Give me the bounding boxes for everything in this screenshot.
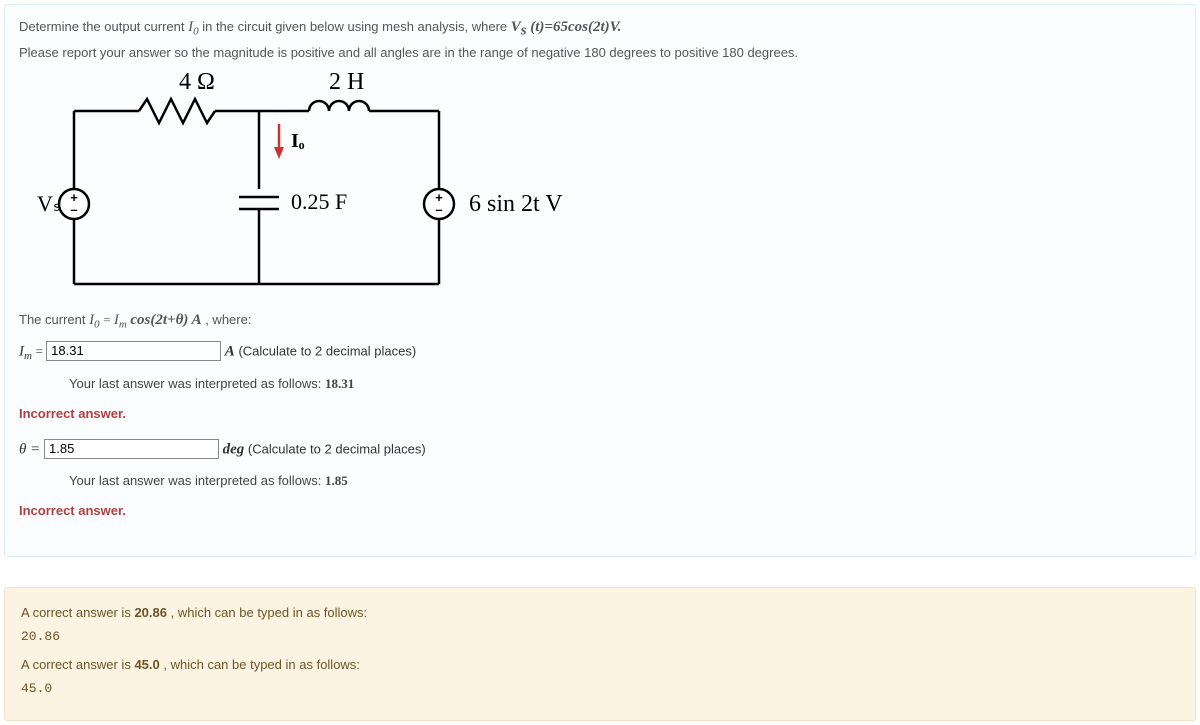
- inductor-icon: [309, 101, 369, 111]
- theta-interp: Your last answer was interpreted as foll…: [59, 467, 1181, 495]
- im-eq: =: [36, 343, 47, 358]
- im-row: Im = A (Calculate to 2 decimal places): [19, 341, 1181, 362]
- im-interp: Your last answer was interpreted as foll…: [59, 370, 1181, 398]
- cd-suffix: , where:: [205, 312, 251, 327]
- theta-incorrect: Incorrect answer.: [19, 503, 1181, 518]
- capacitor-label: 0.25 F: [291, 189, 347, 214]
- vs-minus: –: [70, 202, 77, 217]
- theta-interp-prefix: Your last answer was interpreted as foll…: [69, 473, 325, 488]
- ca2-b: , which can be typed in as follows:: [163, 657, 360, 672]
- q-vs-var: V: [511, 19, 521, 35]
- cd-eq: =: [103, 312, 114, 327]
- q-vs-sub: s: [521, 23, 527, 39]
- io-label: Iₒ: [291, 130, 305, 152]
- theta-label: θ =: [19, 441, 44, 457]
- resistor-icon: [139, 99, 215, 123]
- im-input[interactable]: [46, 341, 221, 361]
- question-text: Determine the output current I0 in the c…: [19, 15, 1181, 63]
- im-incorrect: Incorrect answer.: [19, 406, 1181, 421]
- cd-prefix: The current: [19, 312, 89, 327]
- v2-minus: –: [435, 202, 442, 217]
- q-vs-expr: (t)=65cos(2t)V.: [530, 19, 621, 35]
- inductor-label: 2 H: [329, 69, 364, 95]
- theta-unit: deg: [223, 441, 245, 457]
- q-line1-b: in the circuit given below using mesh an…: [202, 19, 511, 34]
- resistor-label: 4 Ω: [179, 69, 215, 95]
- v2-label: 6 sin 2t V: [469, 191, 563, 217]
- question-panel: Determine the output current I0 in the c…: [4, 4, 1196, 557]
- q-line2: Please report your answer so the magnitu…: [19, 45, 798, 60]
- im-interp-prefix: Your last answer was interpreted as foll…: [69, 376, 325, 391]
- circuit-svg: 4 Ω 2 H + – Vₛ Iₒ: [19, 69, 639, 299]
- im-unit: A: [225, 343, 235, 359]
- im-label-sub: m: [24, 350, 32, 362]
- ca2-typed: 45.0: [21, 678, 1179, 700]
- cd-im-sub: m: [119, 319, 127, 331]
- cd-expr: cos(2t+θ) A: [130, 312, 201, 328]
- ca1-v: 20.86: [134, 605, 167, 620]
- io-arrow-head: [274, 147, 284, 159]
- circuit-diagram: 4 Ω 2 H + – Vₛ Iₒ: [19, 69, 1181, 302]
- cd-io-sub: 0: [94, 319, 100, 331]
- theta-hint: (Calculate to 2 decimal places): [248, 441, 426, 456]
- theta-interp-val: 1.85: [325, 473, 348, 488]
- ca1-b: , which can be typed in as follows:: [171, 605, 368, 620]
- theta-input[interactable]: [44, 439, 219, 459]
- ca1-a: A correct answer is: [21, 605, 134, 620]
- ca2-v: 45.0: [134, 657, 159, 672]
- ca2-a: A correct answer is: [21, 657, 134, 672]
- correct-answer-panel: A correct answer is 20.86 , which can be…: [4, 587, 1196, 721]
- im-hint: (Calculate to 2 decimal places): [238, 343, 416, 358]
- q-io-sub: 0: [193, 26, 199, 38]
- ca1-typed: 20.86: [21, 626, 1179, 648]
- current-definition: The current I0 = Im cos(2t+θ) A , where:: [19, 308, 1181, 334]
- q-line1-a: Determine the output current: [19, 19, 188, 34]
- im-interp-val: 18.31: [325, 376, 354, 391]
- vs-label: Vₛ: [37, 191, 61, 216]
- theta-row: θ = deg (Calculate to 2 decimal places): [19, 439, 1181, 459]
